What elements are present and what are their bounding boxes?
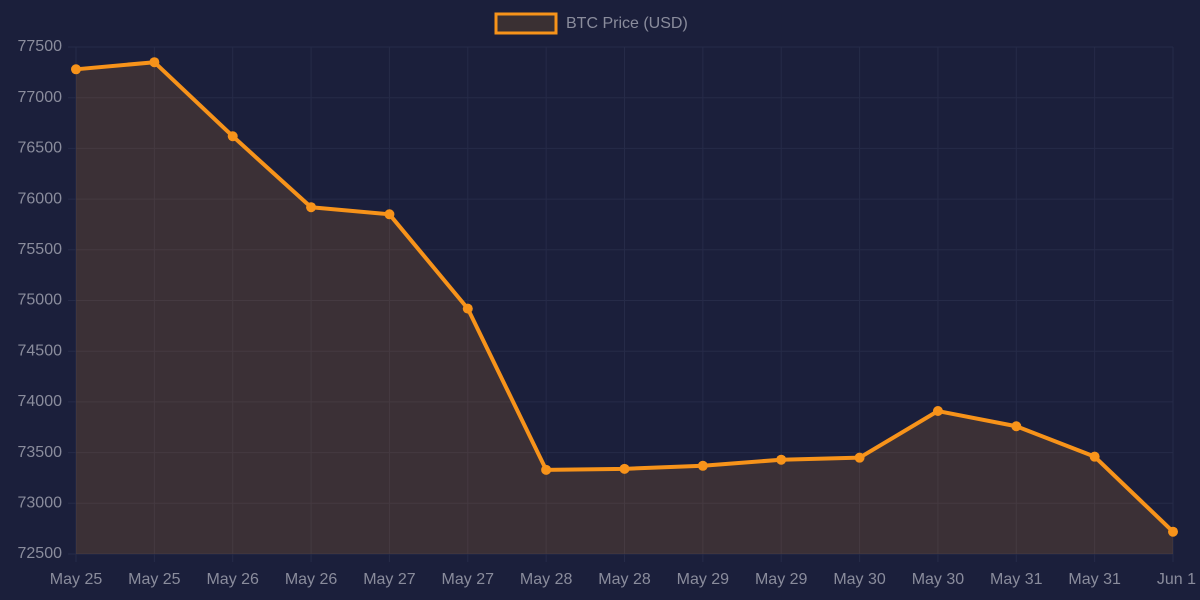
y-tick-label: 73500 [18, 444, 63, 461]
area [76, 62, 1173, 555]
x-tick-label: May 26 [285, 571, 338, 588]
x-tick-label: May 25 [128, 571, 181, 588]
y-tick-label: 76500 [18, 140, 63, 157]
y-tick-label: 74500 [18, 342, 63, 359]
x-tick-label: May 29 [677, 571, 730, 588]
point [1011, 421, 1022, 432]
point [932, 406, 943, 417]
y-tick-label: 77000 [18, 89, 63, 106]
legend-label[interactable]: BTC Price (USD) [566, 15, 688, 32]
point [149, 57, 160, 68]
x-tick-label: May 25 [50, 571, 103, 588]
x-tick-label: May 30 [833, 571, 886, 588]
x-tick-label: May 31 [990, 571, 1043, 588]
x-tick-label: May 29 [755, 571, 808, 588]
point [71, 64, 81, 75]
x-tick-label: May 27 [363, 571, 416, 588]
point [619, 463, 630, 474]
x-tick-label: May 28 [598, 571, 651, 588]
point [776, 454, 787, 465]
point [854, 452, 865, 463]
point [462, 303, 473, 314]
x-tick-label: May 27 [442, 571, 495, 588]
y-tick-label: 77500 [18, 38, 63, 55]
x-tick-label: May 31 [1068, 571, 1121, 588]
x-tick-label: May 30 [912, 571, 965, 588]
y-tick-label: 73000 [18, 495, 63, 512]
x-tick-label: May 28 [520, 571, 573, 588]
y-tick-label: 75500 [18, 241, 63, 258]
point [384, 209, 395, 220]
point [227, 131, 238, 142]
y-tick-label: 74000 [18, 393, 63, 410]
legend-swatch[interactable] [494, 12, 558, 35]
x-tick-label: May 26 [206, 571, 259, 588]
y-tick-label: 76000 [18, 190, 63, 207]
point [1089, 451, 1100, 462]
point [306, 202, 317, 213]
y-tick-label: 72500 [18, 545, 63, 562]
x-tick-label: Jun 1 [1157, 571, 1196, 588]
y-tick-label: 75000 [18, 292, 63, 309]
point [541, 464, 552, 475]
point [697, 460, 708, 471]
point [1168, 526, 1178, 537]
